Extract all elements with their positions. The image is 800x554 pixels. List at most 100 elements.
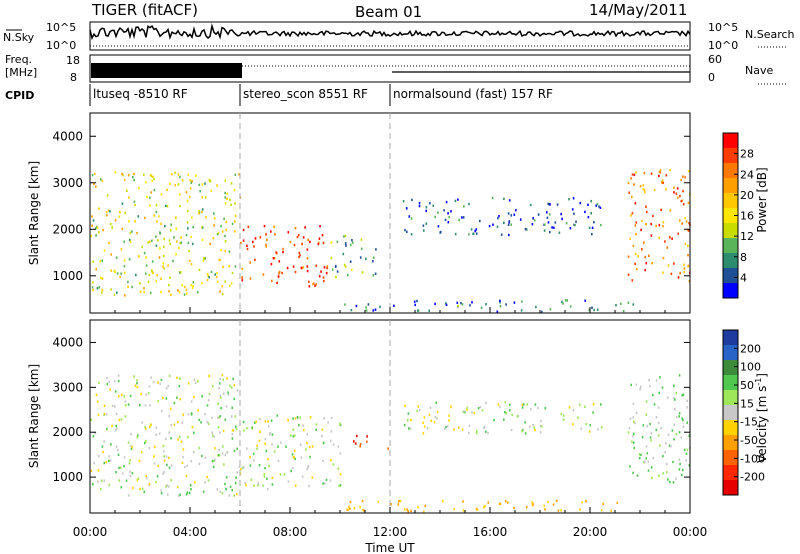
- data-cell: [246, 247, 249, 251]
- data-cell: [273, 257, 276, 260]
- data-cell: [286, 266, 289, 270]
- data-cell: [552, 503, 555, 506]
- data-cell: [103, 440, 106, 443]
- data-cell: [111, 404, 114, 407]
- data-cell: [133, 200, 136, 203]
- data-cell: [387, 447, 390, 450]
- data-cell: [187, 173, 190, 176]
- data-cell: [129, 240, 132, 243]
- data-cell: [505, 303, 507, 306]
- data-cell: [149, 291, 152, 295]
- data-cell: [243, 466, 245, 469]
- data-cell: [278, 270, 281, 274]
- data-cell: [189, 195, 191, 199]
- data-cell: [417, 405, 419, 408]
- data-cell: [204, 257, 207, 260]
- data-cell: [521, 406, 524, 409]
- data-cell: [163, 267, 165, 270]
- data-cell: [599, 206, 602, 209]
- data-cell: [398, 500, 400, 503]
- colorbar-tick-label: 8: [740, 251, 747, 264]
- data-cell: [93, 461, 95, 465]
- data-cell: [311, 445, 314, 448]
- data-cell: [222, 445, 224, 448]
- data-cell: [262, 484, 264, 487]
- data-cell: [491, 196, 494, 200]
- data-cell: [162, 262, 164, 265]
- data-cell: [169, 182, 171, 186]
- data-cell: [179, 493, 181, 496]
- data-cell: [101, 479, 103, 482]
- data-cell: [219, 394, 222, 398]
- data-cell: [307, 466, 309, 469]
- data-cell: [323, 279, 325, 283]
- data-cell: [343, 263, 346, 267]
- data-cell: [650, 439, 652, 442]
- data-cell: [127, 280, 129, 284]
- data-cell: [184, 285, 186, 289]
- data-cell: [143, 287, 145, 290]
- data-cell: [574, 223, 576, 227]
- data-cell: [219, 490, 221, 493]
- data-cell: [206, 278, 209, 282]
- data-cell: [372, 260, 374, 263]
- data-cell: [118, 418, 121, 422]
- data-cell: [145, 475, 147, 478]
- data-cell: [217, 231, 220, 235]
- data-cell: [529, 203, 532, 207]
- data-cell: [405, 207, 408, 210]
- data-cell: [214, 458, 216, 462]
- data-cell: [658, 444, 661, 447]
- freq-tick-bottom: 8: [70, 71, 77, 84]
- data-cell: [682, 175, 684, 178]
- data-cell: [218, 454, 221, 457]
- data-cell: [227, 391, 229, 394]
- data-cell: [332, 443, 335, 446]
- data-cell: [640, 385, 642, 389]
- data-cell: [271, 279, 273, 283]
- data-cell: [269, 433, 271, 436]
- data-cell: [120, 248, 123, 251]
- data-cell: [640, 453, 642, 457]
- data-cell: [680, 436, 682, 439]
- data-cell: [228, 264, 231, 268]
- data-cell: [228, 250, 231, 253]
- data-cell: [521, 430, 523, 433]
- data-cell: [645, 413, 648, 416]
- data-cell: [143, 173, 145, 177]
- data-cell: [430, 419, 432, 422]
- data-cell: [160, 193, 163, 196]
- data-cell: [247, 225, 250, 228]
- data-cell: [177, 289, 179, 292]
- data-cell: [688, 464, 691, 467]
- sky-noise-trace: [89, 23, 691, 41]
- data-cell: [344, 234, 347, 238]
- data-cell: [190, 488, 192, 491]
- data-cell: [321, 234, 324, 237]
- data-cell: [554, 221, 557, 224]
- data-cell: [149, 204, 151, 207]
- data-cell: [628, 191, 630, 194]
- data-cell: [636, 474, 639, 477]
- data-cell: [117, 449, 119, 452]
- power-ylabel: Slant Range [km]: [27, 161, 41, 265]
- data-cell: [662, 271, 664, 274]
- data-cell: [207, 479, 210, 482]
- data-cell: [627, 255, 630, 258]
- data-cell: [446, 425, 449, 428]
- data-cell: [673, 408, 676, 411]
- data-cell: [165, 485, 167, 488]
- data-cell: [168, 415, 170, 418]
- data-cell: [202, 259, 205, 262]
- data-cell: [547, 500, 549, 504]
- data-cell: [233, 188, 236, 192]
- data-cell: [475, 232, 478, 235]
- data-cell: [207, 274, 209, 278]
- data-cell: [149, 240, 151, 243]
- data-cell: [166, 205, 169, 208]
- colorbar-segment: [723, 465, 738, 481]
- data-cell: [246, 244, 248, 247]
- data-cell: [445, 303, 448, 306]
- data-cell: [600, 223, 602, 227]
- data-cell: [630, 214, 632, 217]
